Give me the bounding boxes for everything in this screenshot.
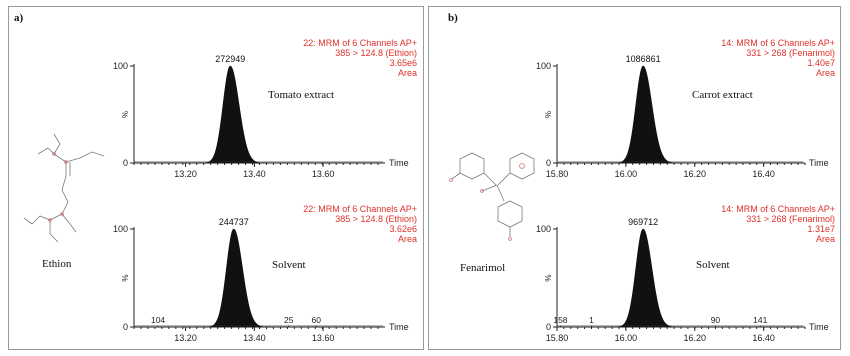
trace-annotation-line: 14: MRM of 6 Channels AP+	[721, 38, 835, 48]
x-tick-label: 16.20	[684, 169, 707, 179]
trace-annotation-line: Area	[398, 234, 417, 244]
trace-annotation-line: 385 > 124.8 (Ethion)	[335, 214, 417, 224]
y-axis-label: %	[544, 111, 553, 118]
x-tick-label: 16.40	[752, 169, 775, 179]
x-tick-label: 13.20	[174, 169, 197, 179]
minor-peak-label: 158	[553, 315, 567, 325]
trace-annotation-line: 331 > 268 (Fenarimol)	[746, 214, 835, 224]
peak-label: 1086861	[626, 54, 661, 64]
baseline-trace	[133, 161, 383, 163]
minor-peak-label: 60	[311, 315, 321, 325]
y-axis-label: %	[121, 274, 130, 281]
trace-annotation-line: 3.62e6	[389, 224, 417, 234]
x-tick-label: 13.40	[243, 169, 266, 179]
x-tick-label: 13.60	[312, 333, 335, 343]
y-tick-label: 0	[546, 158, 551, 168]
trace-annotation-line: 1.40e7	[807, 58, 835, 68]
panel-a-frame	[8, 6, 424, 350]
y-axis-label: %	[544, 274, 553, 281]
x-axis-label: Time	[809, 158, 829, 168]
compound-b-name: Fenarimol	[460, 262, 506, 274]
trace-annotation-line: 14: MRM of 6 Channels AP+	[721, 204, 835, 214]
y-tick-label: 100	[113, 224, 128, 234]
minor-peak-label: 90	[711, 315, 721, 325]
y-tick-label: 100	[536, 61, 551, 71]
x-axis-label: Time	[809, 322, 829, 332]
y-tick-label: 0	[546, 322, 551, 332]
x-tick-label: 16.20	[684, 333, 707, 343]
trace-annotation-line: Area	[816, 68, 835, 78]
sample-label: Solvent	[696, 259, 730, 271]
panel-a-label: a)	[14, 12, 24, 24]
minor-peak-label: 104	[151, 315, 165, 325]
panel-b-label: b)	[448, 12, 458, 24]
sample-label: Solvent	[272, 259, 306, 271]
x-tick-label: 16.00	[615, 333, 638, 343]
baseline-trace	[556, 161, 803, 163]
compound-a-name: Ethion	[42, 258, 72, 270]
baseline-trace	[556, 325, 803, 327]
y-axis-label: %	[121, 111, 130, 118]
baseline-trace	[133, 325, 383, 327]
minor-peak-label: 1	[589, 315, 594, 325]
trace-annotation-line: Area	[398, 68, 417, 78]
x-tick-label: 13.20	[174, 333, 197, 343]
fenarimol-structure	[449, 152, 535, 241]
trace-annotation-line: 3.65e6	[389, 58, 417, 68]
peak-label: 244737	[219, 217, 249, 227]
y-tick-label: 100	[113, 61, 128, 71]
minor-peak-label: 141	[753, 315, 767, 325]
trace-annotation-line: Area	[816, 234, 835, 244]
y-tick-label: 100	[536, 224, 551, 234]
peak-label: 969712	[628, 217, 658, 227]
trace-annotation-line: 331 > 268 (Fenarimol)	[746, 48, 835, 58]
y-tick-label: 0	[123, 158, 128, 168]
trace-annotation-line: 22: MRM of 6 Channels AP+	[303, 38, 417, 48]
x-tick-label: 15.80	[546, 169, 569, 179]
trace-annotation-line: 385 > 124.8 (Ethion)	[335, 48, 417, 58]
x-tick-label: 13.40	[243, 333, 266, 343]
trace-annotation-line: 1.31e7	[807, 224, 835, 234]
x-axis-label: Time	[389, 158, 409, 168]
x-tick-label: 16.00	[615, 169, 638, 179]
x-tick-label: 15.80	[546, 333, 569, 343]
panel-b-frame	[428, 6, 841, 350]
trace-annotation-line: 22: MRM of 6 Channels AP+	[303, 204, 417, 214]
x-tick-label: 16.40	[752, 333, 775, 343]
y-tick-label: 0	[123, 322, 128, 332]
peak	[604, 228, 682, 328]
sample-label: Carrot extract	[692, 89, 753, 101]
x-tick-label: 13.60	[312, 169, 335, 179]
peak-label: 272949	[215, 54, 245, 64]
ethion-structure	[23, 133, 105, 243]
minor-peak-label: 25	[284, 315, 294, 325]
x-axis-label: Time	[389, 322, 409, 332]
sample-label: Tomato extract	[268, 89, 334, 101]
